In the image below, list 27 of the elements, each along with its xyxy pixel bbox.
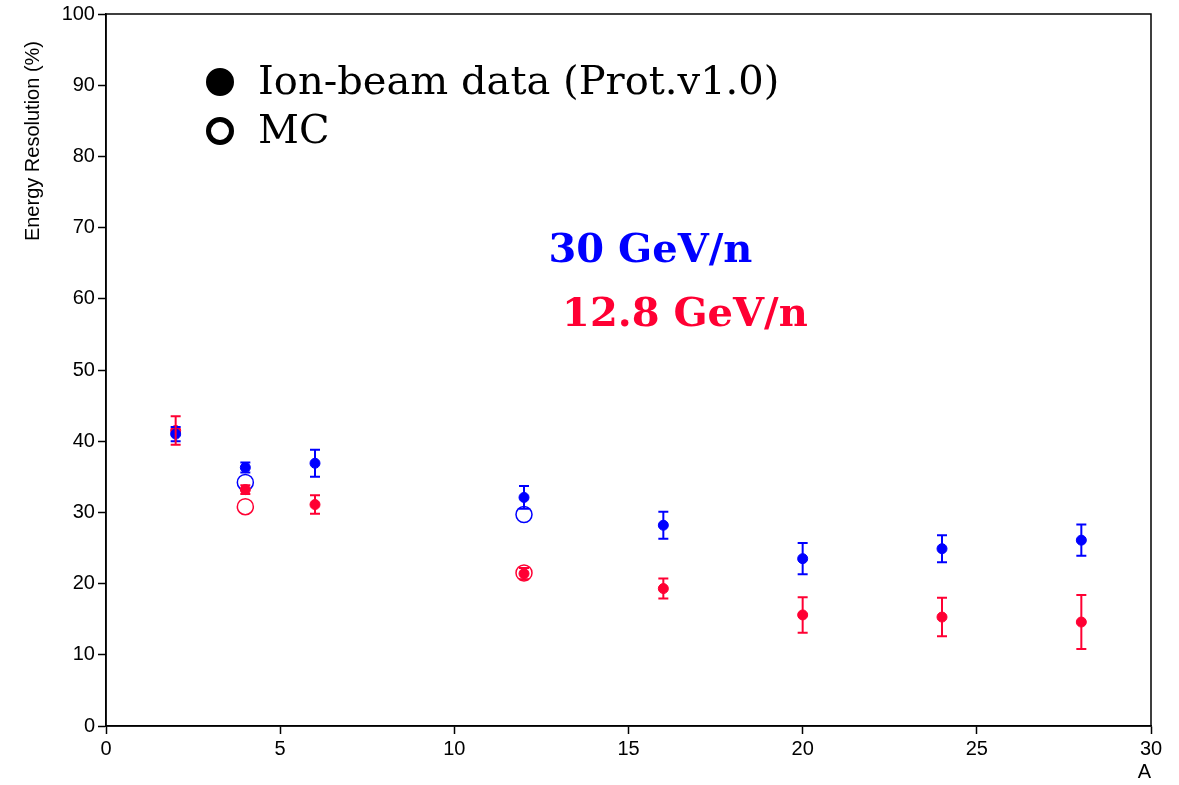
- x-tick-label: 0: [100, 737, 112, 759]
- x-axis-title: A: [1137, 759, 1152, 782]
- point: [236, 497, 255, 516]
- y-tick-label: 100: [61, 1, 95, 24]
- y-tick-label: 50: [72, 357, 95, 380]
- y-tick-label: 40: [72, 428, 95, 451]
- annotation: 12.8 GeV/n: [562, 288, 808, 336]
- point: [515, 505, 533, 524]
- x-tick-label: 30: [1139, 737, 1163, 759]
- y-tick-label: 70: [72, 215, 95, 238]
- x-tick-label: 5: [274, 737, 286, 759]
- x-tick-label: 25: [965, 737, 988, 759]
- y-tick-label: 0: [83, 713, 95, 736]
- x-tick-label: 20: [791, 737, 814, 759]
- y-tick-label: 30: [72, 499, 95, 522]
- annotation: MC: [258, 106, 330, 153]
- point: [236, 473, 255, 492]
- y-axis-title: Energy Resolution (%): [20, 41, 43, 242]
- annotation: 30 GeV/n: [548, 224, 753, 272]
- y-tick-label: 90: [72, 72, 95, 95]
- y-tick-label: 20: [72, 571, 95, 594]
- annotation: Ion-beam data (Prot.v1.0): [258, 57, 780, 104]
- x-tick-label: 15: [617, 737, 640, 759]
- x-tick-label: 10: [443, 737, 466, 759]
- y-tick-label: 60: [72, 286, 95, 309]
- y-tick-label: 80: [72, 143, 95, 166]
- y-tick-label: 10: [72, 642, 95, 665]
